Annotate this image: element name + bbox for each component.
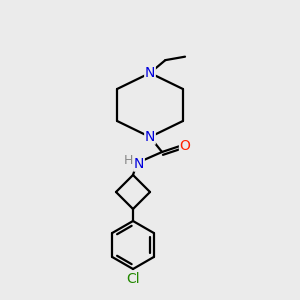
Text: H: H bbox=[123, 154, 133, 167]
Text: Cl: Cl bbox=[126, 272, 140, 286]
Text: N: N bbox=[134, 157, 144, 171]
Text: N: N bbox=[145, 130, 155, 144]
Text: N: N bbox=[145, 66, 155, 80]
Text: O: O bbox=[180, 139, 190, 153]
